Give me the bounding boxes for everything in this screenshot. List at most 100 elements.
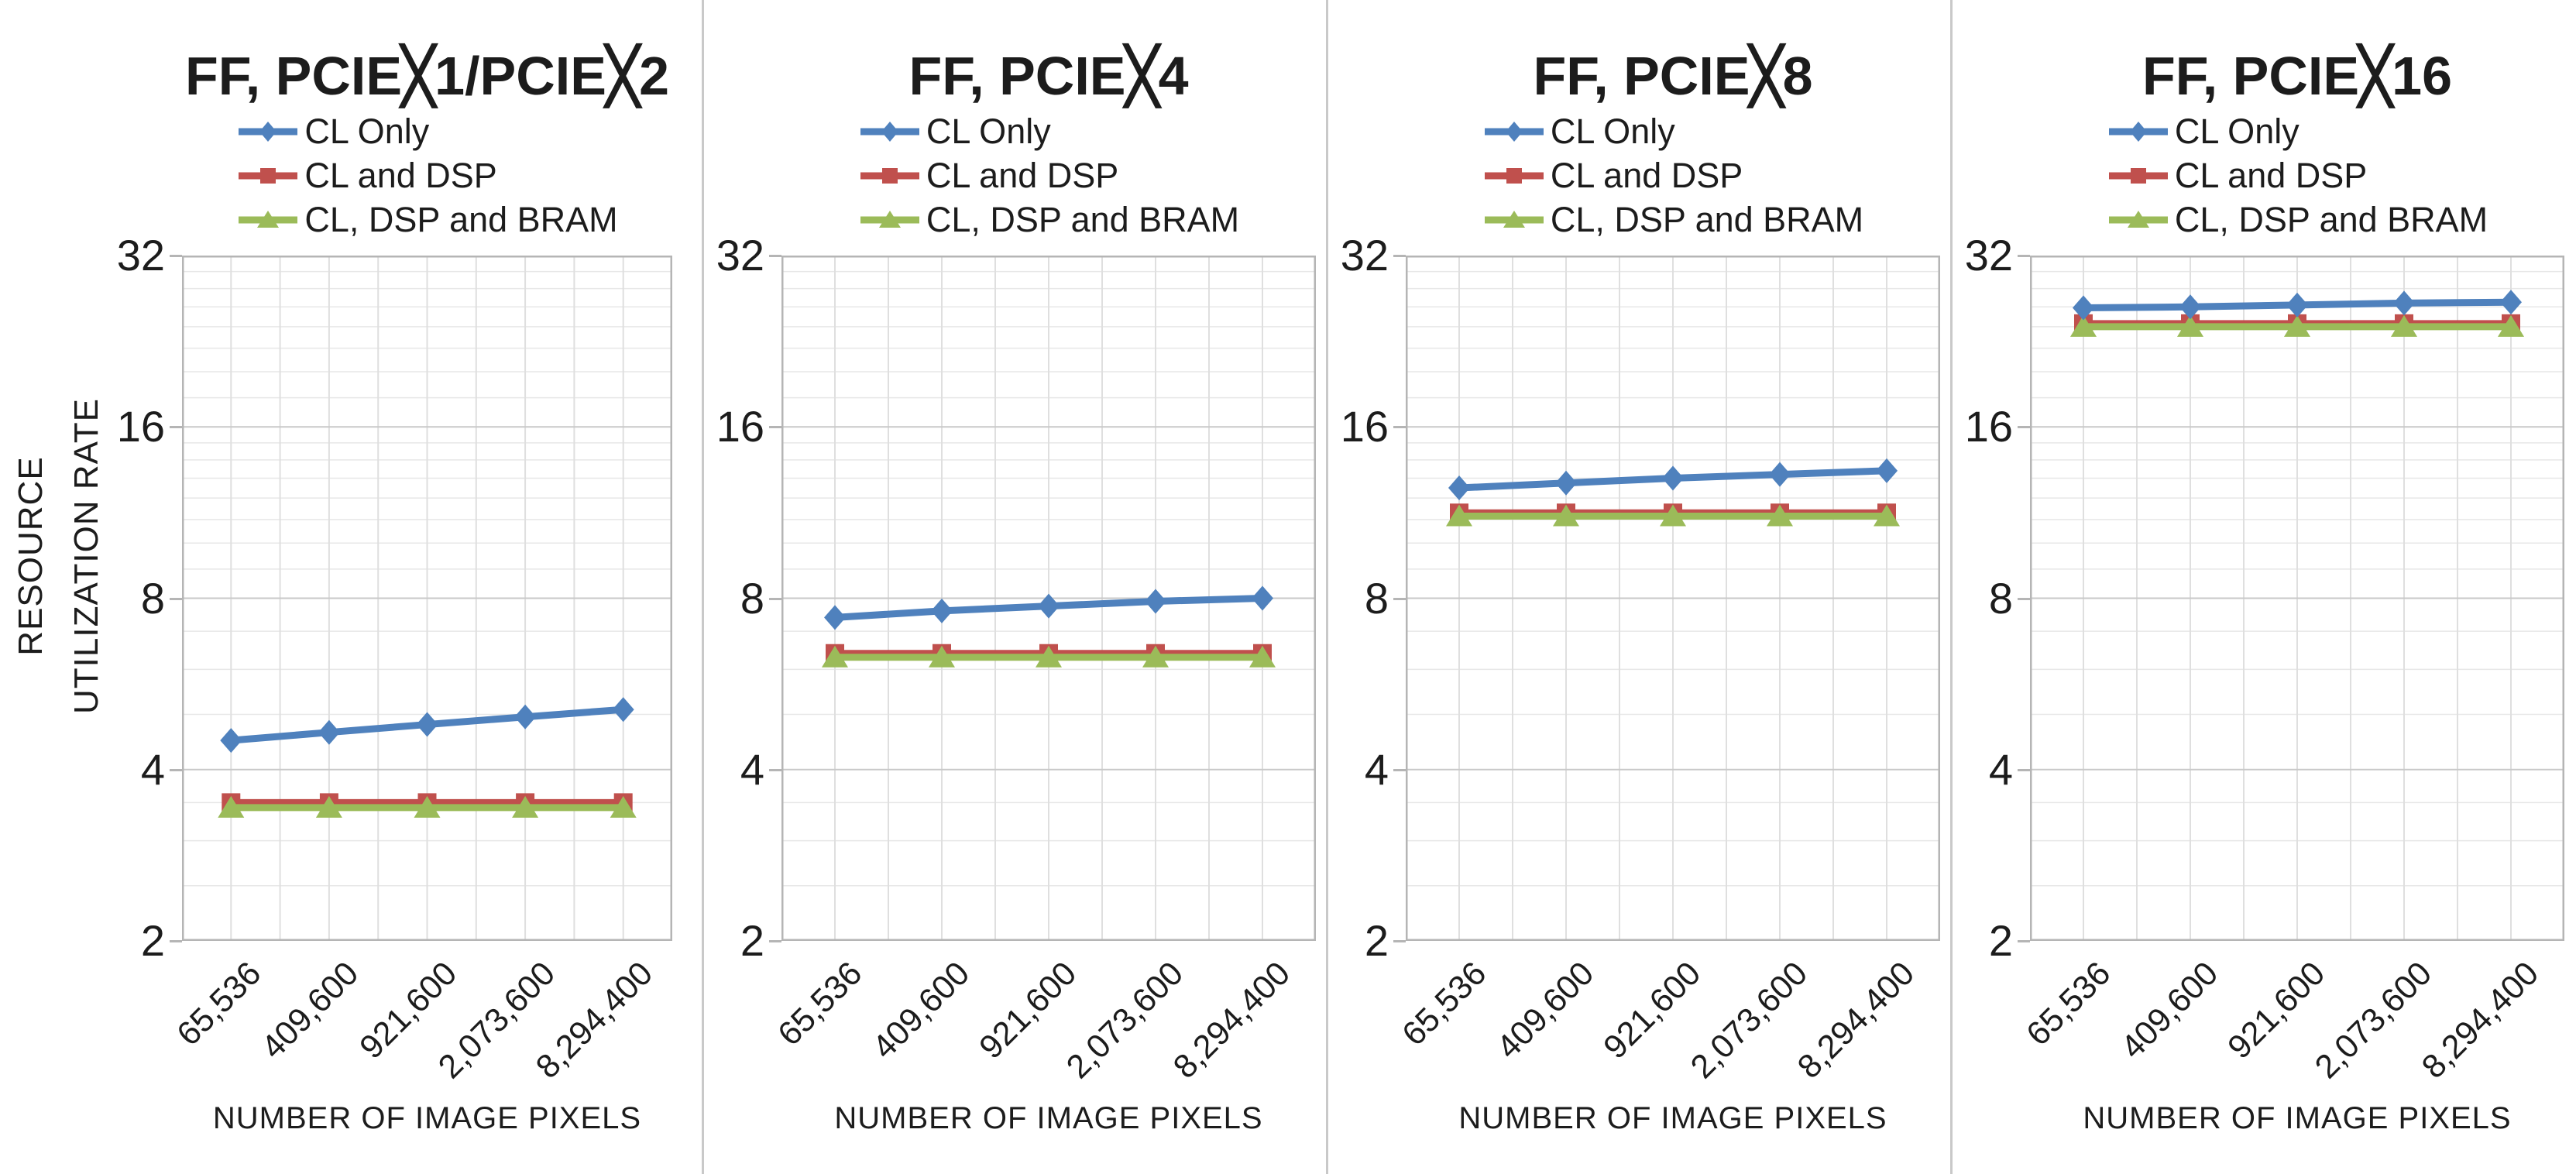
y-tick-mark [1393,940,1406,942]
legend-triangle [878,210,901,228]
y-tick-label: 16 [116,402,165,451]
x-tick-label: 8,294,400 [1166,954,1297,1086]
y-tick-label: 8 [1364,573,1389,623]
legend-label: CL and DSP [2174,155,2368,195]
legend-item-cl-only: CL Only [1482,109,1863,153]
data-point-triangle [822,645,848,668]
legend-marker-square-icon [1484,167,1544,184]
y-tick-mark [2018,426,2030,429]
series-cl-only [2073,290,2522,321]
data-point-diamond [1555,470,1577,496]
y-tick-mark [769,768,781,771]
legend-marker-triangle-icon [239,210,298,228]
legend-triangle [1503,210,1525,228]
y-tick-mark [1393,597,1406,600]
data-point-diamond [1448,475,1470,501]
legend: CL Only CL and DSP CL, DSP and BRAM [2030,109,2564,242]
data-point-triangle [2177,314,2203,337]
grid-major-lines [182,426,672,771]
legend: CL Only CL and DSP CL, DSP and BRAM [1406,109,1940,242]
x-tick-label: 65,536 [170,954,269,1053]
legend-square [881,167,898,184]
y-tick-label: 4 [140,744,165,794]
data-point-diamond [514,704,537,729]
data-point-triangle [1874,504,1900,527]
legend-item-cl-dsp-and-bram: CL, DSP and BRAM [858,197,1239,242]
legend-label: CL Only [304,111,430,151]
legend-label: CL and DSP [926,155,1119,195]
data-point-diamond [2179,294,2201,320]
data-point-diamond [318,719,340,745]
legend-label: CL and DSP [304,155,497,195]
x-tick-label: 409,600 [864,954,977,1066]
x-tick-label: 2,073,600 [2307,954,2439,1086]
legend-marker-triangle-icon [860,210,919,228]
data-point-diamond [416,712,438,737]
series-cl-dsp-and-bram [1446,504,1900,527]
data-point-triangle [1036,645,1062,668]
data-point-diamond [2286,292,2308,318]
legend-triangle [257,210,280,228]
legend-square [260,167,276,184]
x-tick-label: 409,600 [2113,954,2225,1066]
legend-box: CL Only CL and DSP CL, DSP and BRAM [236,109,618,242]
series-cl-only [220,697,634,753]
data-point-diamond [1038,593,1060,619]
data-point-diamond [931,598,953,623]
y-tick-label: 4 [740,744,764,794]
legend-item-cl-dsp-and-bram: CL, DSP and BRAM [236,197,618,242]
legend-marker-square-icon [2108,167,2168,184]
data-point-diamond [1252,585,1273,611]
y-tick-label: 32 [116,231,165,280]
legend-square [2130,167,2146,184]
x-tick-label: 8,294,400 [1790,954,1922,1086]
legend-marker-diamond-icon [2108,121,2168,142]
x-axis-title: NUMBER OF IMAGE PIXELS [212,1101,642,1135]
series-cl-dsp-and-bram [822,645,1276,668]
legend-marker-diamond-icon [860,121,919,142]
legend-marker-diamond-icon [239,121,298,142]
legend-label: CL, DSP and BRAM [304,199,618,239]
plot-border [1406,256,1940,941]
y-tick-label: 8 [140,573,165,623]
legend-label: CL, DSP and BRAM [926,199,1240,239]
y-tick-mark [2018,768,2030,771]
data-point-diamond [220,728,242,753]
plot-area [182,256,672,941]
legend-marker-square-icon [860,167,919,184]
y-tick-mark [2018,597,2030,600]
data-point-triangle [1660,504,1686,527]
legend-triangle [2127,210,2149,228]
y-tick-label: 2 [740,916,764,965]
legend-box: CL Only CL and DSP CL, DSP and BRAM [2107,109,2488,242]
x-tick-label: 921,600 [2220,954,2332,1066]
legend-box: CL Only CL and DSP CL, DSP and BRAM [858,109,1239,242]
series-cl-only [824,585,1273,630]
y-tick-mark [170,768,182,771]
plot-border [182,256,672,941]
x-tick-label: 921,600 [1595,954,1708,1066]
legend-diamond [2129,121,2147,142]
y-tick-label: 32 [716,231,764,280]
y-axis-title-line2: UTILIZATION RATE [67,398,105,714]
legend-marker-triangle-icon [1484,210,1544,228]
chart-panel-pcie-x16: FF, PCIE╳16 CL Only CL and DSP CL, DSP and … [1950,0,2576,1174]
data-point-diamond [612,697,634,723]
data-point-triangle [1446,504,1472,527]
y-tick-mark [1393,768,1406,771]
legend-label: CL and DSP [1550,155,1743,195]
y-tick-mark [2018,940,2030,942]
data-point-triangle [1249,645,1276,668]
y-tick-label: 8 [1988,573,2013,623]
data-point-triangle [512,795,539,818]
x-tick-label: 65,536 [771,954,870,1053]
plot-area [781,256,1316,941]
y-tick-mark [170,940,182,942]
series-cl-dsp-and-bram [218,795,637,818]
chart-panel-pcie-x8: FF, PCIE╳8 CL Only CL and DSP CL, DSP and B… [1326,0,1950,1174]
data-point-diamond [2073,295,2094,321]
y-tick-label: 16 [1340,402,1389,451]
data-point-triangle [2070,314,2097,337]
data-point-triangle [2498,314,2524,337]
grid-major-lines [1406,426,1940,771]
